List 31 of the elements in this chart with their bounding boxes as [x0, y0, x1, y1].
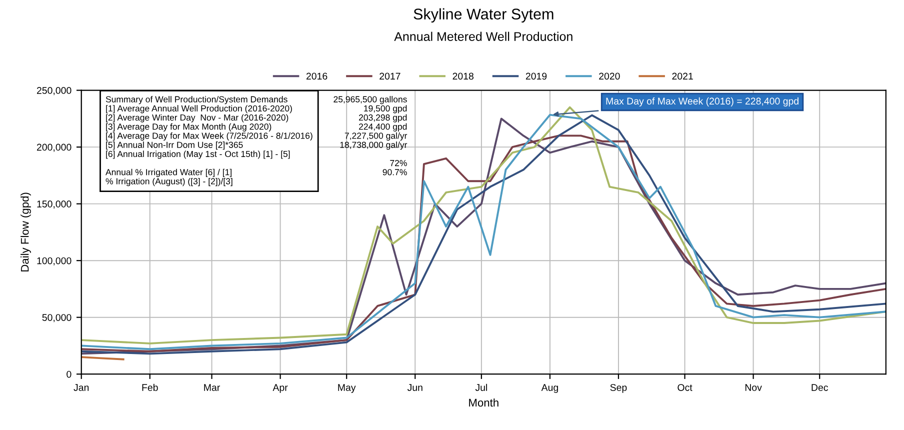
x-tick-label: Oct: [678, 384, 692, 391]
chart-subtitle: Annual Metered Well Production: [394, 32, 572, 41]
legend-label: 2016: [306, 72, 328, 80]
x-tick-label: Jul: [475, 384, 487, 391]
y-tick-label: 250,000: [36, 87, 72, 96]
y-tick-label: 100,000: [37, 257, 72, 266]
annotation: Max Day of Max Week (2016) = 228,400 gpd: [606, 97, 798, 106]
x-tick-label: Mar: [204, 384, 220, 391]
chart-title: Skyline Water Sytem: [414, 8, 554, 23]
legend-label: 2020: [599, 72, 620, 80]
x-tick-label: May: [338, 384, 356, 393]
x-tick-label: Jun: [407, 384, 422, 391]
text: Summary of Well Production/System Demands [1] Average Annual Well Production (2016-2020) [2] Average Winter Day Nov - Mar (2016-2020) [3] Average Day for Max Month (Aug 2020) [4] Average Day for Max Week (7/25/2016 - 8/1/2016) [5] Annual Non-Irr Dom Use [2]*365 [6] Annual Irrigation (May 1st - Oct 15th) [1] - [5] Annual % Irrigated Water [6] / [1] % Irrigation (August) ([3] - [2])/[3]: [106, 96, 312, 186]
legend-label: 2021: [672, 72, 693, 80]
y-tick-label: 200,000: [36, 144, 72, 152]
x-tick-label: Aug: [541, 384, 558, 393]
y-axis-title: Daily Flow (gpd): [20, 192, 31, 272]
legend-label: 2019: [526, 72, 547, 80]
x-tick-label: Apr: [272, 384, 288, 393]
x-tick-label: Feb: [142, 384, 158, 391]
y-tick-label: 50,000: [42, 314, 72, 322]
x-tick-label: Jan: [74, 384, 89, 391]
legend-label: 2018: [452, 72, 474, 80]
y-tick-label: 150,000: [37, 200, 72, 209]
annotation: 25,965,500 gallons 19,500 gpd 203,298 gpd 224,400 gpd 7,227,500 gal/yr 18,738,000 gal/yr 72% 90.7%: [334, 96, 408, 176]
x-axis-title: Month: [469, 398, 498, 407]
y-tick-label: 0: [66, 370, 72, 378]
x-tick-label: Nov: [745, 384, 762, 391]
legend-label: 2017: [380, 72, 400, 80]
x-tick-label: Dec: [812, 384, 828, 391]
x-tick-label: Sep: [610, 384, 627, 393]
